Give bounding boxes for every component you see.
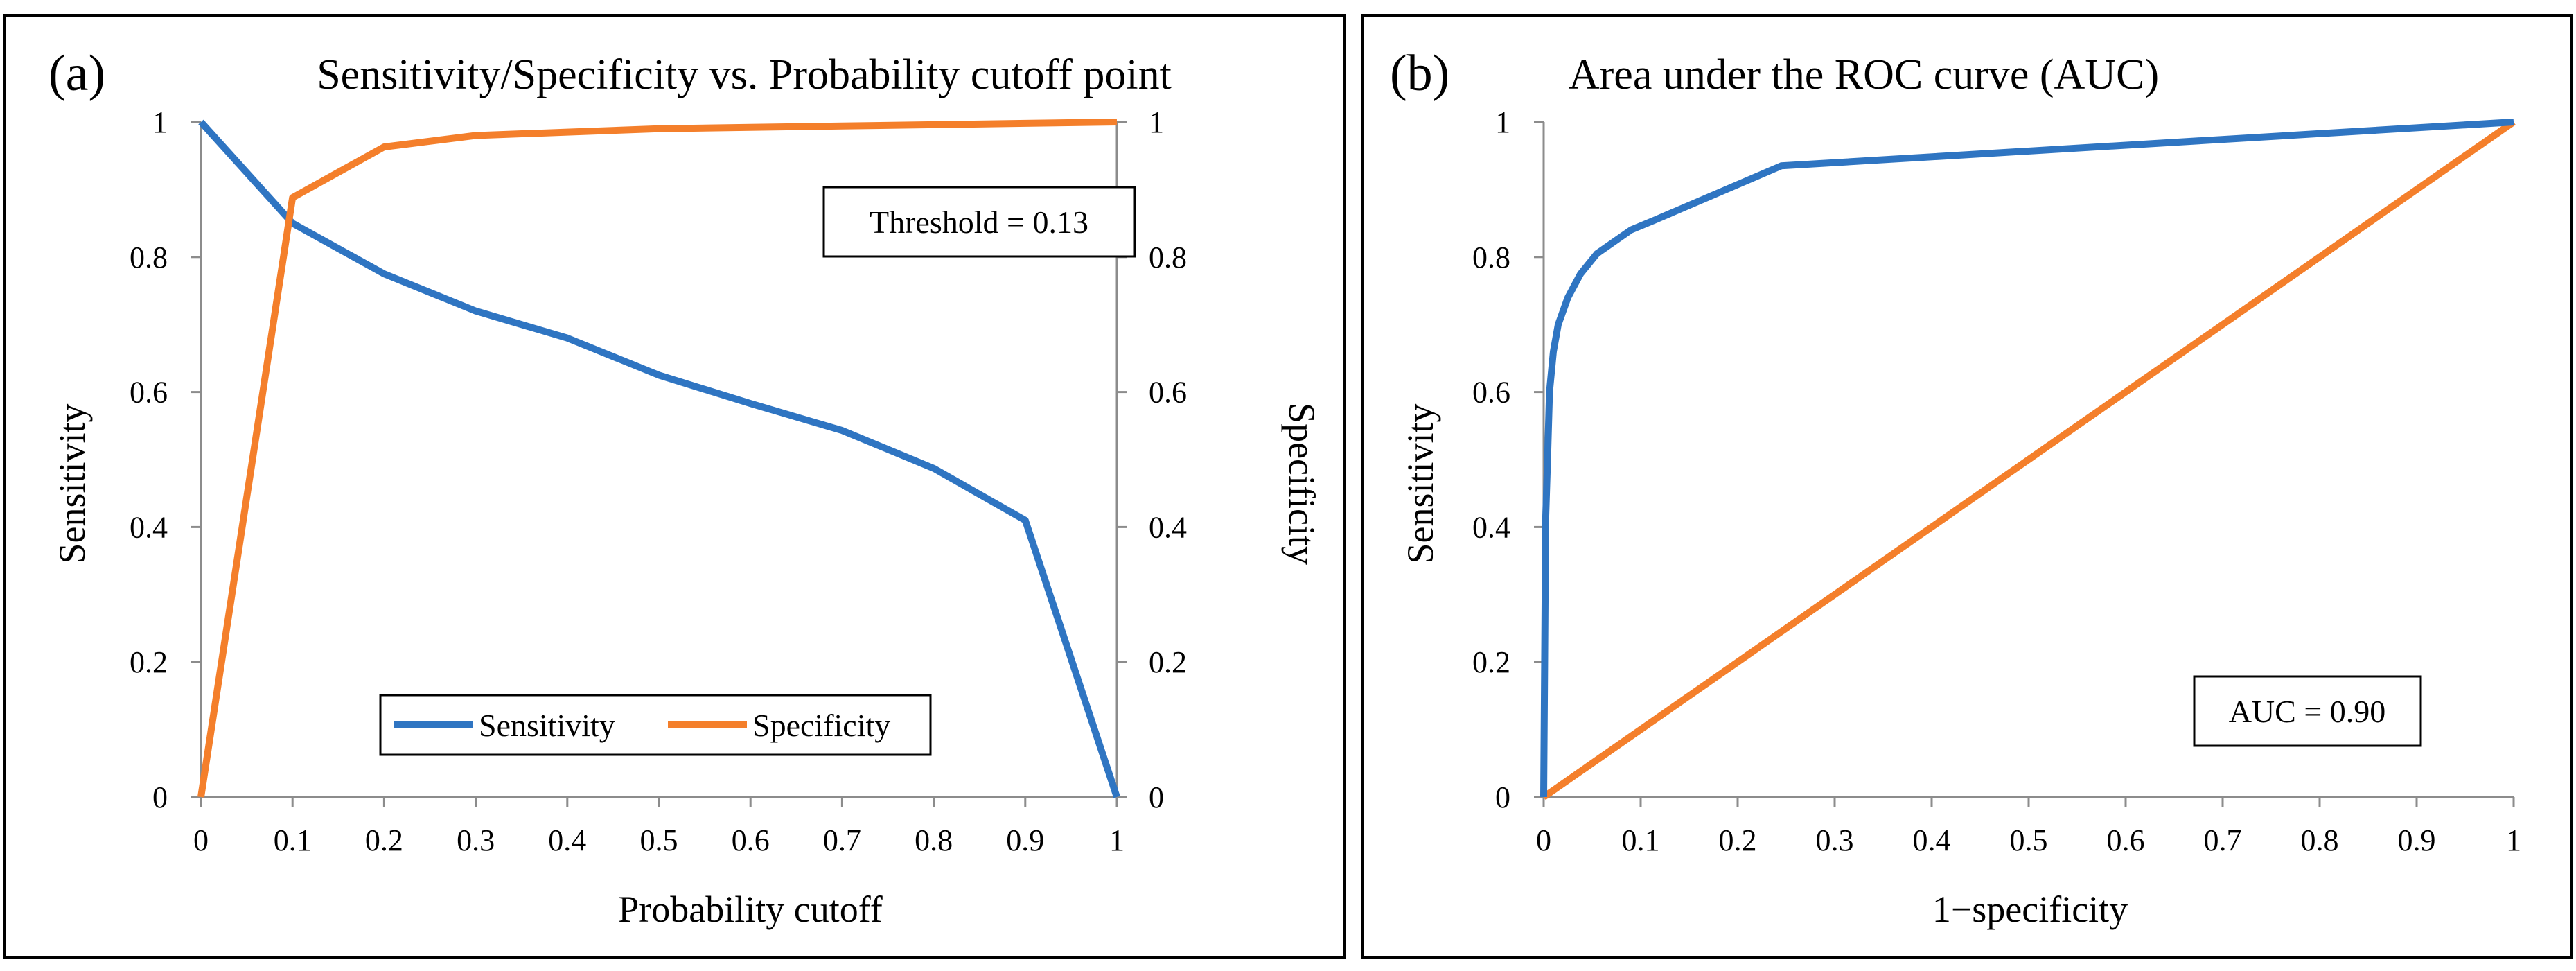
- y-tick-label: 0.4: [130, 510, 168, 544]
- x-tick-label: 0: [1536, 823, 1551, 857]
- series-line-sensitivity: [198, 119, 1120, 798]
- x-tick-label: 0.7: [2204, 823, 2242, 857]
- x-tick-label: 0.1: [1622, 823, 1660, 857]
- x-tick-label: 0: [193, 823, 209, 857]
- panel-a-legend: Sensitivity Specificity: [379, 694, 932, 756]
- x-tick-label: 0.9: [1006, 823, 1044, 857]
- y-tick-label: 0.4: [1472, 510, 1510, 544]
- panel-a-tag: (a): [48, 45, 105, 102]
- y-tick-label: 0: [152, 780, 168, 814]
- panel-a-frame: [3, 14, 1346, 959]
- x-tick-label: 0.6: [2107, 823, 2145, 857]
- legend-label-specificity: Specificity: [752, 708, 890, 743]
- y2-tick-label: 0: [1149, 780, 1164, 814]
- y-tick-label: 0.8: [130, 240, 168, 274]
- y-tick-label: 1: [152, 105, 168, 139]
- panel-a-series: [197, 119, 1120, 798]
- panel-b-frame: [1361, 14, 2573, 959]
- panel-b-tick-labels: 0 0.1 0.2 0.3 0.4 0.5 0.6 0.7 0.8 0.9 1 0 0.2 0.4 0.6 0…: [1472, 105, 2521, 857]
- y2-tick-label: 0.2: [1149, 645, 1187, 679]
- y2-tick-label: 1: [1149, 105, 1164, 139]
- x-tick-label: 0.1: [274, 823, 312, 857]
- y2-tick-label: 0.8: [1149, 240, 1187, 274]
- y-tick-label: 0.2: [1472, 645, 1510, 679]
- x-tick-label: 0.4: [1913, 823, 1951, 857]
- x-tick-label: 0.6: [732, 823, 770, 857]
- series-line-specificity: [197, 119, 1118, 798]
- y2-tick-label: 0.4: [1149, 510, 1187, 544]
- x-tick-label: 0.8: [915, 823, 953, 857]
- panel-b-x-axis-label: 1−specificity: [1932, 889, 2128, 930]
- panel-a-y-axis-label: Sensitivity: [51, 403, 93, 563]
- threshold-annotation: Threshold = 0.13: [870, 204, 1088, 240]
- legend-label-sensitivity: Sensitivity: [479, 708, 615, 743]
- y2-tick-label: 0.6: [1149, 376, 1187, 410]
- x-tick-label: 0.4: [548, 823, 586, 857]
- panel-a-x-axis-label: Probability cutoff: [618, 889, 882, 930]
- series-line-reference-line: [1542, 119, 2516, 801]
- panel-a-title: Sensitivity/Specificity vs. Probability …: [317, 51, 1172, 98]
- threshold-box: [822, 186, 1136, 258]
- panel-b-tag: (b): [1390, 45, 1449, 102]
- auc-annotation: AUC = 0.90: [2229, 694, 2386, 729]
- y-tick-label: 0.8: [1472, 240, 1510, 274]
- y-tick-label: 0: [1495, 780, 1510, 814]
- x-tick-label: 1: [2506, 823, 2521, 857]
- panel-b: (b) Area under the ROC curve (AUC) 0 0.1 0…: [1361, 14, 2573, 959]
- panel-b-title: Area under the ROC curve (AUC): [1569, 51, 2159, 98]
- x-tick-label: 0.3: [457, 823, 495, 857]
- panel-a-tick-labels: 0 0.1 0.2 0.3 0.4 0.5 0.6 0.7 0.8 0.9 100.20.40.60…: [130, 105, 1187, 857]
- panel-a: (a) Sensitivity/Specificity vs. Probabil…: [3, 14, 1346, 959]
- x-tick-label: 0.3: [1816, 823, 1854, 857]
- x-tick-label: 0.2: [365, 823, 403, 857]
- panel-b-series: [1540, 119, 2516, 801]
- x-tick-label: 0.5: [2010, 823, 2048, 857]
- y-tick-label: 1: [1495, 105, 1510, 139]
- x-tick-label: 0.7: [823, 823, 861, 857]
- series-line-roc-curve: [1540, 119, 2514, 798]
- y-tick-label: 0.6: [130, 376, 168, 410]
- x-tick-label: 0.2: [1719, 823, 1757, 857]
- panel-a-y2-axis-label: Specificity: [1281, 403, 1323, 565]
- y-tick-label: 0.6: [1472, 376, 1510, 410]
- x-tick-label: 1: [1109, 823, 1124, 857]
- y-tick-label: 0.2: [130, 645, 168, 679]
- x-tick-label: 0.9: [2398, 823, 2436, 857]
- x-tick-label: 0.8: [2301, 823, 2339, 857]
- auc-box: [2193, 675, 2422, 747]
- panel-b-y-axis-label: Sensitivity: [1400, 403, 1441, 563]
- x-tick-label: 0.5: [640, 823, 678, 857]
- panel-a-axes: [191, 121, 1127, 807]
